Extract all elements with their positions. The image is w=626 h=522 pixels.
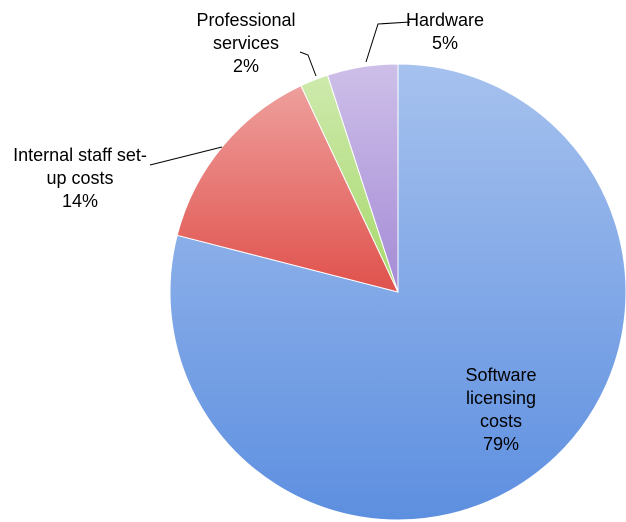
slice-label: Software licensing costs 79%	[453, 364, 549, 456]
leader-line	[365, 21, 411, 63]
leader-line	[149, 146, 223, 166]
category-label: Internal staff set-up costs	[13, 145, 147, 188]
slice-label: Professional services 2%	[185, 9, 307, 78]
slice-shine	[327, 64, 398, 292]
category-label: Software licensing costs	[465, 365, 537, 431]
slice-shine	[177, 85, 398, 292]
slice-label: Hardware 5%	[395, 9, 495, 55]
pie	[169, 63, 626, 521]
value-label: 2%	[232, 56, 259, 76]
value-label: 14%	[61, 191, 99, 211]
leader-line	[299, 51, 317, 77]
slice-label: Internal staff set-up costs 14%	[10, 144, 150, 213]
category-label: Professional services	[196, 10, 296, 53]
slice-shine	[300, 75, 398, 292]
value-label: 79%	[482, 434, 520, 454]
value-label: 5%	[431, 33, 458, 53]
category-label: Hardware	[405, 10, 485, 30]
